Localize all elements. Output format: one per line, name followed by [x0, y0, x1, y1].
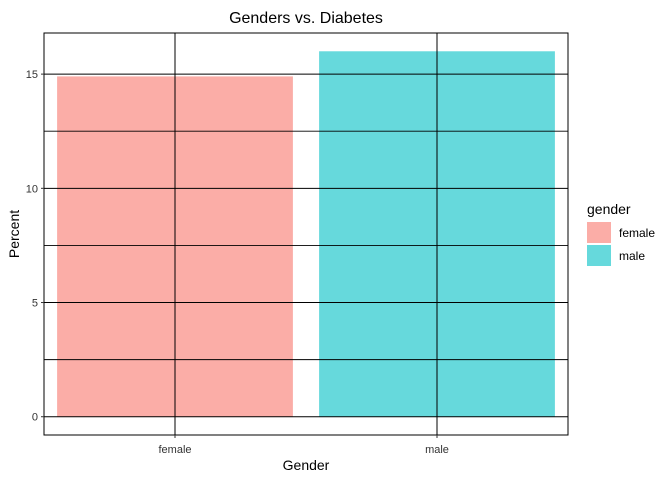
x-tick-label: male: [425, 444, 449, 456]
y-tick-label: 15: [26, 69, 38, 81]
y-axis-title: Percent: [6, 210, 22, 258]
legend-key-female: [587, 222, 611, 243]
legend-key-male: [587, 245, 611, 266]
panel-border: [43, 32, 569, 436]
legend-label-male: male: [619, 249, 645, 263]
legend-title: gender: [587, 201, 631, 217]
legend: gender female male: [587, 201, 655, 266]
chart-title: Genders vs. Diabetes: [229, 10, 383, 27]
legend-label-female: female: [619, 226, 655, 240]
y-tick-label: 10: [26, 183, 38, 195]
x-axis-title: Gender: [283, 457, 330, 473]
x-tick-label: female: [158, 444, 191, 456]
y-tick-label: 0: [32, 412, 38, 424]
y-tick-label: 5: [32, 298, 38, 310]
plot-area: 0 5 10 15 female male: [26, 32, 569, 456]
